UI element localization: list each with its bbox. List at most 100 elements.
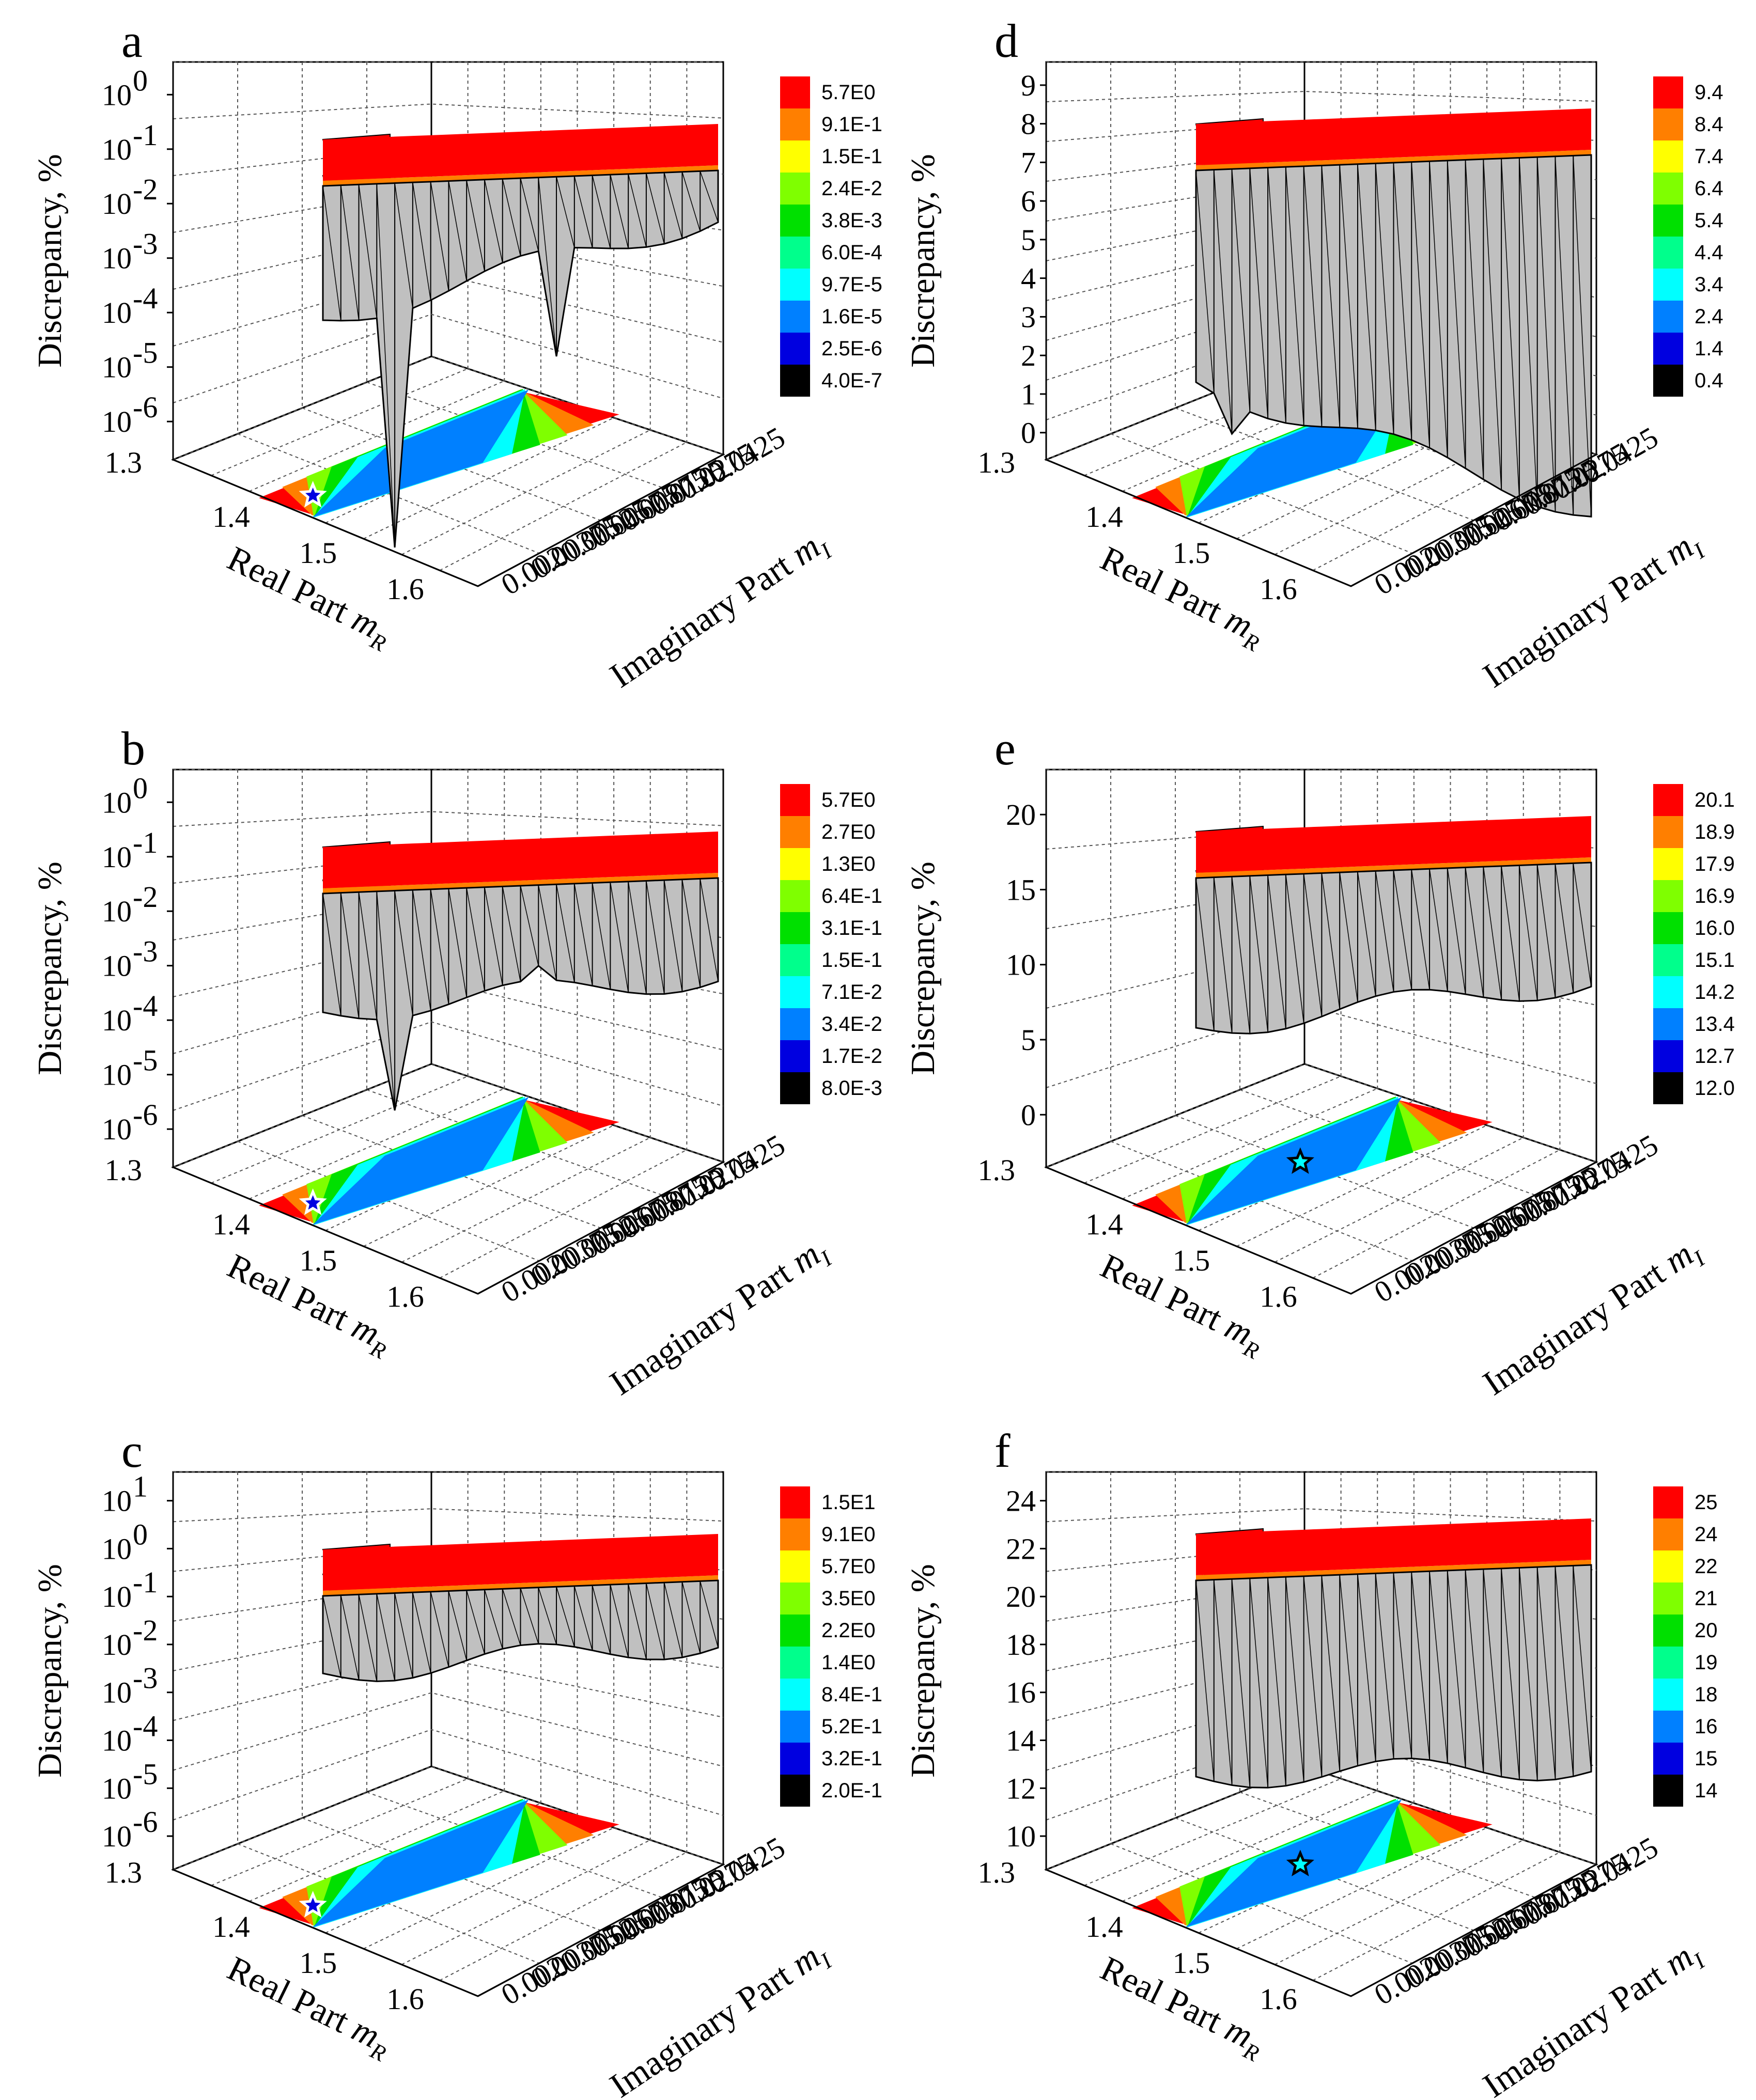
surface-mesh-line (538, 885, 557, 981)
legend-label: 16.0 (1695, 917, 1735, 939)
x-tick-label: 1.3 (105, 1153, 143, 1187)
surface-mesh-line (1411, 162, 1430, 448)
grid-line (249, 380, 505, 492)
surface-mesh-line (1231, 169, 1251, 412)
legend-label: 3.1E-1 (821, 917, 882, 939)
grid-line (1046, 238, 1597, 301)
y-tick-exponent: -2 (133, 1613, 158, 1647)
legend-label: 7.4 (1695, 145, 1723, 168)
surface-mesh-line (1573, 155, 1592, 517)
surface-mesh-line (1465, 1570, 1484, 1773)
panel-letter: e (994, 722, 1016, 775)
surface-mesh-line (394, 890, 413, 1016)
x-tick-label: 1.5 (1173, 1946, 1210, 1980)
x-tick-label: 1.6 (386, 1280, 424, 1313)
legend-label: 5.2E-1 (821, 1715, 882, 1738)
legend-swatch (1653, 1040, 1683, 1072)
y-tick-label: 4 (1021, 262, 1036, 295)
z-axis-line (477, 1161, 724, 1295)
legend-swatch (780, 848, 810, 880)
legend-swatch (780, 976, 810, 1008)
legend-label: 9.1E-1 (821, 113, 882, 136)
surface-mesh-line (412, 182, 431, 301)
minimum-star-marker (299, 480, 327, 508)
legend-label: 19 (1695, 1651, 1718, 1674)
legend-swatch (1653, 1486, 1683, 1518)
surface-mesh-line (430, 181, 449, 291)
legend-label: 2.4E-2 (821, 177, 882, 200)
legend-swatch (1653, 1647, 1683, 1679)
y-tick-exponent: -1 (133, 826, 158, 859)
surface-mesh-line (628, 174, 647, 247)
z-axis-title: Imaginary Part mI (1476, 1932, 1711, 2100)
y-tick-label: 14 (1006, 1724, 1036, 1758)
grid-line (1046, 90, 1597, 102)
legend-swatch (780, 912, 810, 944)
legend-label: 5.7E0 (821, 789, 876, 811)
x-axis-line (173, 1166, 478, 1295)
grid-line (173, 103, 724, 119)
y-tick-label: 18 (1006, 1628, 1036, 1662)
surface-mesh-line (484, 887, 503, 985)
grid-line (1275, 1839, 1524, 1965)
grid-line (401, 1137, 651, 1263)
legend-swatch (780, 1518, 810, 1550)
surface-mesh-line (340, 1595, 360, 1680)
legend-label: 9.1E0 (821, 1523, 876, 1546)
legend-swatch (780, 1550, 810, 1582)
surface-mesh-line (1285, 167, 1304, 426)
legend-swatch (780, 1040, 810, 1072)
surface-mesh-line (1429, 161, 1448, 458)
y-tick-label: 10 (102, 1772, 132, 1805)
surface-mesh-line (556, 1587, 575, 1647)
surface-mesh-line (1357, 1574, 1376, 1762)
legend-swatch (780, 1072, 810, 1104)
legend-swatch (780, 173, 810, 205)
surface-mesh-line (1429, 1571, 1448, 1764)
surface-mesh-line (1214, 169, 1233, 434)
y-axis-title: Discrepancy, % (904, 154, 942, 368)
legend-label: 2.2E0 (821, 1619, 876, 1642)
legend-swatch (1653, 1008, 1683, 1040)
grid-line (173, 1021, 724, 1111)
z-axis-title: Imaginary Part mI (1476, 522, 1711, 700)
y-tick-label: 10 (102, 786, 132, 819)
legend-swatch (780, 237, 810, 269)
y-tick-exponent: -5 (133, 1044, 158, 1077)
surface-mesh-line (520, 885, 539, 966)
y-tick-label: 10 (102, 296, 132, 330)
surface-mesh-line (1303, 166, 1323, 427)
legend-swatch (1653, 269, 1683, 301)
surface-mesh-line (502, 179, 521, 256)
surface-mesh-line (1195, 877, 1215, 1031)
x-axis-line (1046, 1166, 1351, 1295)
legend-label: 1.5E-1 (821, 145, 882, 168)
surface-mesh-line (484, 1589, 503, 1649)
surface-mesh-line (574, 883, 593, 986)
legend-label: 16 (1695, 1715, 1718, 1738)
minimum-star-marker (1286, 1147, 1314, 1174)
surface-mesh-line (1411, 1572, 1430, 1760)
y-tick-label: 10 (102, 1058, 132, 1092)
surface-mesh-line (538, 177, 557, 357)
grid-line (173, 229, 724, 290)
legend-label: 18 (1695, 1683, 1718, 1706)
surface-mesh-line (556, 177, 575, 248)
legend-label: 8.4E-1 (821, 1683, 882, 1706)
x-tick-label: 1.5 (300, 1244, 337, 1277)
y-tick-exponent: -3 (133, 935, 158, 968)
surface-mesh-line (430, 889, 449, 1005)
legend-swatch (780, 1486, 810, 1518)
surface-mesh-line (376, 1593, 395, 1681)
surface-mesh-line (1249, 1578, 1268, 1788)
legend-label: 4.4 (1695, 241, 1723, 264)
surface-mesh-line (466, 887, 485, 991)
legend-swatch (780, 1711, 810, 1743)
x-tick-label: 1.4 (212, 500, 250, 534)
surface-mesh-line (1214, 1579, 1233, 1785)
legend-label: 3.4E-2 (821, 1013, 882, 1036)
x-tick-label: 1.6 (386, 1982, 424, 2016)
y-tick-label: 10 (102, 1532, 132, 1565)
grid-line (439, 442, 687, 571)
